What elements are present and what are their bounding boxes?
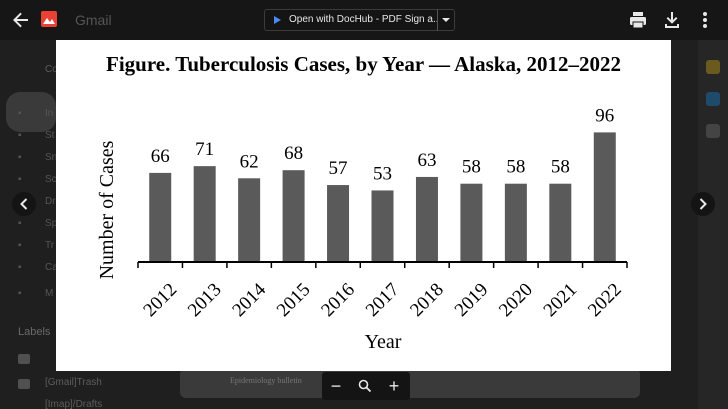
y-axis-label: Number of Cases <box>96 140 118 279</box>
nav-label: Sp <box>45 218 58 229</box>
bar-2022 <box>593 132 616 262</box>
nav-label: M <box>45 288 54 299</box>
compose-label: Co <box>45 64 58 75</box>
bar-2016 <box>327 185 350 262</box>
nav-icon: ▪ <box>18 262 22 273</box>
viewer-toolbar: Gmail Open with DocHub - PDF Sign a... <box>0 0 728 40</box>
dochub-icon <box>274 16 281 24</box>
x-tick-label-2022: 2022 <box>584 279 626 321</box>
label-item-drafts: [Imap]/Drafts <box>45 399 103 409</box>
print-icon <box>630 12 646 29</box>
data-label-2021: 58 <box>551 157 570 178</box>
x-tick-label-2018: 2018 <box>406 279 448 321</box>
chevron-right-icon <box>699 198 707 210</box>
x-tick-label-2019: 2019 <box>451 279 493 321</box>
document-page: Figure. Tuberculosis Cases, by Year — Al… <box>56 40 671 371</box>
background-sidebar <box>0 40 56 409</box>
keep-icon <box>706 60 720 74</box>
data-label-2013: 71 <box>195 139 214 160</box>
nav-label: Sn <box>45 152 58 163</box>
chart-title: Figure. Tuberculosis Cases, by Year — Al… <box>106 52 621 76</box>
x-tick-label-2013: 2013 <box>184 279 226 321</box>
bar-2012 <box>149 172 172 262</box>
x-tick-label-2021: 2021 <box>540 279 582 321</box>
file-name: Open with DocHub - PDF Sign a... <box>289 14 438 25</box>
data-label-2016: 57 <box>329 158 348 179</box>
back-button[interactable] <box>10 9 32 31</box>
nav-icon: ▪ <box>18 218 22 229</box>
background-document <box>180 368 640 398</box>
x-tick-label-2015: 2015 <box>273 279 315 321</box>
data-label-2018: 63 <box>417 150 436 171</box>
chevron-left-icon <box>20 198 28 210</box>
tasks-icon <box>706 92 720 106</box>
x-tick-label-2014: 2014 <box>228 279 270 321</box>
download-button[interactable] <box>661 9 683 31</box>
nav-label: St <box>45 130 55 141</box>
download-icon <box>665 12 679 28</box>
label-item-trash: [Gmail]Trash <box>45 377 102 388</box>
nav-icon: ▪ <box>18 108 22 119</box>
nav-icon: ▪ <box>18 174 22 185</box>
compose-button <box>6 92 56 132</box>
bar-2015 <box>282 170 305 262</box>
label-icon <box>18 379 30 389</box>
bar-2018 <box>415 176 438 262</box>
nav-label: Sc <box>45 174 57 185</box>
label-icon <box>18 354 30 364</box>
bar-2014 <box>238 178 261 262</box>
data-label-2014: 62 <box>240 151 259 172</box>
labels-title: Labels <box>18 326 51 338</box>
contacts-icon <box>706 124 720 138</box>
zoom-in-button[interactable]: + <box>388 376 400 396</box>
bar-chart: 66 2012 71 2013 62 2014 68 2015 57 2016 53 2017 63 20… <box>96 105 628 353</box>
bar-2019 <box>460 183 483 262</box>
print-button[interactable] <box>627 9 649 31</box>
data-label-2015: 68 <box>284 143 303 164</box>
more-options-button[interactable] <box>694 9 716 31</box>
x-tick-label-2020: 2020 <box>495 279 537 321</box>
data-label-2022: 96 <box>595 105 614 126</box>
nav-label: Ca <box>45 262 58 273</box>
background-document-text: Epidemiology bulletin <box>230 376 302 385</box>
magnifier-icon <box>358 379 372 393</box>
nav-icon: ▪ <box>18 288 22 299</box>
x-tick-label-2012: 2012 <box>139 279 181 321</box>
x-tick-label-2017: 2017 <box>362 279 404 321</box>
data-label-2020: 58 <box>506 157 525 178</box>
background-right-panel <box>698 40 728 409</box>
nav-label: Tr <box>45 240 55 251</box>
arrow-back-icon <box>13 12 28 28</box>
nav-icon: ▪ <box>18 152 22 163</box>
zoom-out-button[interactable]: − <box>330 376 342 396</box>
open-with-button[interactable]: Open with DocHub - PDF Sign a... <box>264 9 438 31</box>
nav-label: In <box>45 108 54 119</box>
x-tick-label-2016: 2016 <box>317 279 359 321</box>
nav-icon: ▪ <box>18 130 22 141</box>
gmail-logo-text: Gmail <box>75 12 112 28</box>
zoom-reset-button[interactable] <box>355 376 375 396</box>
next-button[interactable] <box>691 192 715 216</box>
previous-button[interactable] <box>12 192 36 216</box>
data-label-2017: 53 <box>373 163 392 184</box>
bar-2021 <box>549 183 572 262</box>
bar-2017 <box>371 190 394 262</box>
nav-icon: ▪ <box>18 240 22 251</box>
more-vert-icon <box>703 12 707 28</box>
data-label-2012: 66 <box>151 146 170 167</box>
image-file-icon <box>41 11 57 27</box>
x-axis-label: Year <box>365 331 402 353</box>
data-label-2019: 58 <box>462 157 481 178</box>
bar-2020 <box>504 183 527 262</box>
nav-label: Dr <box>45 196 56 207</box>
zoom-controls: − + <box>322 372 410 400</box>
open-with-dropdown-button[interactable] <box>437 9 455 31</box>
bar-2013 <box>193 166 216 262</box>
